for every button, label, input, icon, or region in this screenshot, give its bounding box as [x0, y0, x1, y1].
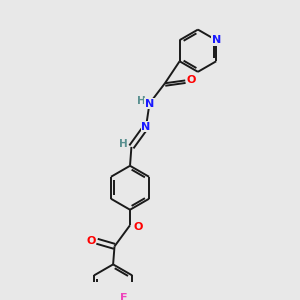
Text: O: O [187, 75, 196, 85]
Text: N: N [212, 35, 221, 45]
Text: N: N [145, 98, 154, 109]
Text: O: O [86, 236, 95, 246]
Text: H: H [119, 139, 128, 148]
Text: O: O [133, 222, 142, 232]
Text: F: F [120, 293, 127, 300]
Text: H: H [137, 96, 146, 106]
Text: N: N [141, 122, 151, 132]
